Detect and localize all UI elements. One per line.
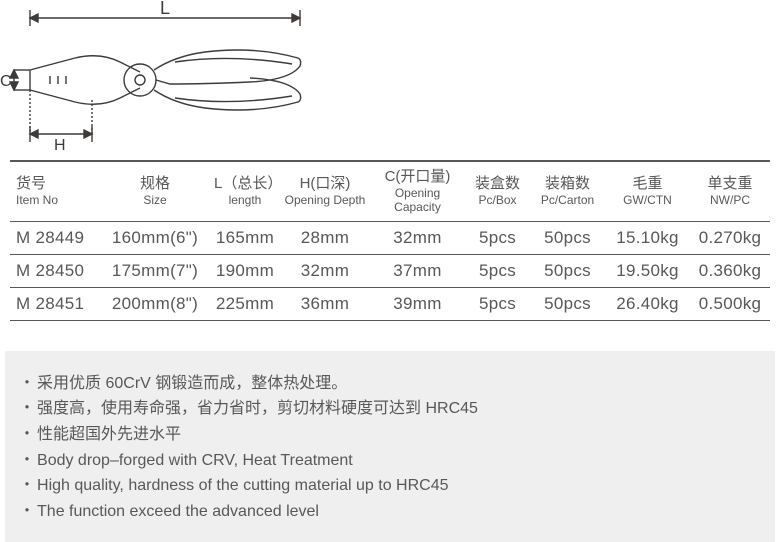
pliers-diagram: L C H — [0, 0, 780, 160]
spec-header-cell: C(开口量)Opening Capacity — [370, 161, 465, 221]
header-en: GW/CTN — [609, 193, 686, 207]
spec-header-cell: L（总长）length — [210, 161, 280, 221]
table-cell: 50pcs — [530, 221, 605, 254]
table-cell: 225mm — [210, 287, 280, 320]
spec-header-cell: 装盒数Pc/Box — [465, 161, 530, 221]
table-cell: 19.50kg — [605, 254, 690, 287]
spec-header-cell: 毛重GW/CTN — [605, 161, 690, 221]
table-cell: 5pcs — [465, 287, 530, 320]
header-en: Opening Depth — [284, 193, 366, 207]
spec-header-cell: 规格Size — [100, 161, 210, 221]
dim-label-H: H — [54, 137, 66, 154]
table-cell: 32mm — [370, 221, 465, 254]
header-cn: 货号 — [16, 175, 96, 193]
feature-list: 采用优质 60CrV 钢锻造而成，整体热处理。强度高，使用寿命强，省力省时，剪切… — [5, 351, 775, 542]
table-cell: 28mm — [280, 221, 370, 254]
feature-item: Body drop–forged with CRV, Heat Treatmen… — [19, 448, 761, 474]
header-cn: 规格 — [104, 175, 206, 193]
spec-header-cell: 装箱数Pc/Carton — [530, 161, 605, 221]
header-en: Item No — [16, 193, 96, 207]
table-cell: M 28451 — [10, 287, 100, 320]
spec-header-cell: H(口深)Opening Depth — [280, 161, 370, 221]
dim-label-L: L — [160, 0, 170, 18]
spec-table-header-row: 货号Item No规格SizeL（总长）lengthH(口深)Opening D… — [10, 161, 770, 221]
table-cell: M 28450 — [10, 254, 100, 287]
table-cell: 39mm — [370, 287, 465, 320]
table-row: M 28450175mm(7")190mm32mm37mm5pcs50pcs19… — [10, 254, 770, 287]
header-en: Pc/Box — [469, 193, 526, 207]
spec-table-body: M 28449160mm(6")165mm28mm32mm5pcs50pcs15… — [10, 221, 770, 320]
table-cell: 165mm — [210, 221, 280, 254]
header-en: Pc/Carton — [534, 193, 601, 207]
table-cell: 32mm — [280, 254, 370, 287]
pliers-svg: L C H — [0, 0, 780, 160]
header-en: Opening Capacity — [374, 186, 461, 215]
table-cell: 0.360kg — [690, 254, 770, 287]
table-cell: 15.10kg — [605, 221, 690, 254]
table-cell: 36mm — [280, 287, 370, 320]
dim-label-C: C — [0, 73, 12, 90]
header-cn: 毛重 — [609, 175, 686, 193]
header-cn: 装盒数 — [469, 175, 526, 193]
header-en: NW/PC — [694, 193, 766, 207]
table-cell: 5pcs — [465, 254, 530, 287]
table-row: M 28449160mm(6")165mm28mm32mm5pcs50pcs15… — [10, 221, 770, 254]
table-row: M 28451200mm(8")225mm36mm39mm5pcs50pcs26… — [10, 287, 770, 320]
table-cell: 0.500kg — [690, 287, 770, 320]
spec-table-wrap: 货号Item No规格SizeL（总长）lengthH(口深)Opening D… — [10, 160, 770, 321]
table-cell: 190mm — [210, 254, 280, 287]
table-cell: 26.40kg — [605, 287, 690, 320]
table-cell: 175mm(7") — [100, 254, 210, 287]
table-cell: 50pcs — [530, 287, 605, 320]
spec-header-cell: 货号Item No — [10, 161, 100, 221]
table-cell: 0.270kg — [690, 221, 770, 254]
table-cell: M 28449 — [10, 221, 100, 254]
table-cell: 200mm(8") — [100, 287, 210, 320]
header-cn: 单支重 — [694, 175, 766, 193]
table-cell: 50pcs — [530, 254, 605, 287]
table-cell: 5pcs — [465, 221, 530, 254]
header-cn: 装箱数 — [534, 175, 601, 193]
feature-item: 性能超国外先进水平 — [19, 422, 761, 448]
feature-item: High quality, hardness of the cutting ma… — [19, 473, 761, 499]
header-en: Size — [104, 193, 206, 207]
table-cell: 160mm(6") — [100, 221, 210, 254]
feature-item: 采用优质 60CrV 钢锻造而成，整体热处理。 — [19, 371, 761, 397]
spec-table: 货号Item No规格SizeL（总长）lengthH(口深)Opening D… — [10, 160, 770, 321]
table-cell: 37mm — [370, 254, 465, 287]
header-en: length — [214, 193, 276, 207]
header-cn: H(口深) — [284, 175, 366, 193]
header-cn: C(开口量) — [374, 168, 461, 186]
feature-item: The function exceed the advanced level — [19, 499, 761, 525]
header-cn: L（总长） — [214, 175, 276, 193]
spec-header-cell: 单支重NW/PC — [690, 161, 770, 221]
feature-item: 强度高，使用寿命强，省力省时，剪切材料硬度可达到 HRC45 — [19, 396, 761, 422]
